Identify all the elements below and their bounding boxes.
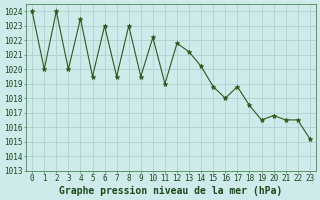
X-axis label: Graphe pression niveau de la mer (hPa): Graphe pression niveau de la mer (hPa) (60, 186, 283, 196)
